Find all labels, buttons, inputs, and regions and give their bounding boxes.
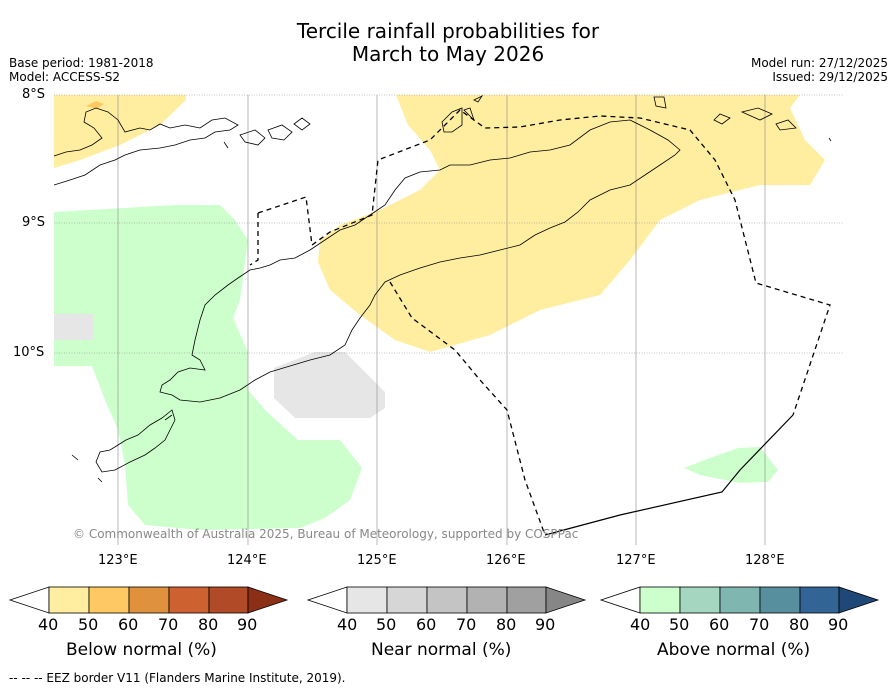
lat-label-8s: 8°S — [22, 87, 46, 102]
coast-timor — [159, 119, 681, 403]
colorbar-near-segment-5 — [506, 586, 547, 614]
near-tick-90: 90 — [535, 615, 556, 634]
coast-flores-alor — [53, 107, 239, 186]
lon-label-126e: 126°E — [486, 553, 526, 568]
copyright-notice: © Commonwealth of Australia 2025, Bureau… — [73, 527, 579, 541]
coast-wetar — [441, 94, 832, 142]
near-tick-70: 70 — [456, 615, 477, 634]
near-normal-caption: Near normal (%) — [371, 640, 512, 660]
below-tick-70: 70 — [158, 615, 179, 634]
above-tick-70: 70 — [749, 615, 770, 634]
near-tick-80: 80 — [496, 615, 517, 634]
colorbar-below-segment-4 — [168, 586, 210, 614]
lon-label-127e: 127°E — [616, 553, 656, 568]
colorbar-below-segment-1 — [48, 586, 90, 614]
graticule — [54, 94, 843, 545]
near-normal-region-central — [274, 352, 385, 418]
coast-rote-savu — [71, 409, 176, 483]
above-tick-40: 40 — [630, 615, 651, 634]
colorbar-near-extension-low — [306, 586, 348, 614]
title-line-2: March to May 2026 — [351, 42, 545, 66]
colorbar-near-segment-4 — [466, 586, 508, 614]
near-normal-region-west — [54, 314, 93, 340]
colorbar-above-extension-low — [599, 586, 641, 614]
colorbar-below-extension-low — [8, 586, 50, 614]
colorbar-below-extension-high — [247, 586, 289, 614]
below-tick-80: 80 — [198, 615, 219, 634]
near-tick-40: 40 — [337, 615, 358, 634]
below-tick-90: 90 — [237, 615, 258, 634]
colorbar-above-segment-4 — [759, 586, 801, 614]
lon-label-128e: 128°E — [745, 553, 785, 568]
colorbar-below-segment-3 — [128, 586, 170, 614]
eez-border-south — [389, 281, 546, 536]
near-tick-60: 60 — [416, 615, 437, 634]
lon-label-124e: 124°E — [227, 553, 267, 568]
lon-label-123e: 123°E — [98, 553, 138, 568]
above-normal-region-east — [684, 447, 778, 483]
model-label: Model: ACCESS-S2 — [9, 70, 121, 84]
eez-border — [249, 109, 831, 536]
coastlines — [53, 94, 832, 483]
near-normal-shading — [54, 314, 385, 418]
base-period-label: Base period: 1981-2018 — [9, 56, 154, 70]
above-normal-region-west — [54, 205, 362, 530]
map-title: Tercile rainfall probabilities for March… — [0, 20, 896, 66]
colorbar-near-extension-high — [545, 586, 587, 614]
below-tick-60: 60 — [118, 615, 139, 634]
above-tick-60: 60 — [709, 615, 730, 634]
colorbar-below-segment-5 — [208, 586, 249, 614]
colorbar-below-normal — [8, 586, 289, 614]
near-tick-50: 50 — [376, 615, 397, 634]
colorbar-above-segment-1 — [639, 586, 681, 614]
above-tick-80: 80 — [789, 615, 810, 634]
below-normal-region-northwest — [54, 95, 186, 168]
lon-label-125e: 125°E — [357, 553, 397, 568]
issued-label: Issued: 29/12/2025 — [772, 70, 888, 84]
above-tick-90: 90 — [828, 615, 849, 634]
below-tick-50: 50 — [78, 615, 99, 634]
colorbar-above-segment-5 — [799, 586, 840, 614]
below-normal-caption: Below normal (%) — [66, 640, 217, 660]
below-normal-shading — [54, 95, 825, 352]
colorbar-near-normal — [306, 586, 587, 614]
border-solid-segment — [544, 414, 794, 536]
colorbar-below-segment-2 — [88, 586, 130, 614]
title-line-1: Tercile rainfall probabilities for — [296, 19, 600, 43]
colorbar-above-normal — [599, 586, 880, 614]
colorbar-near-segment-1 — [346, 586, 388, 614]
below-normal-hotspot — [86, 101, 104, 109]
colorbar-above-segment-3 — [719, 586, 761, 614]
above-normal-caption: Above normal (%) — [657, 640, 811, 660]
eez-border-west — [249, 213, 259, 266]
eez-border-north — [257, 109, 831, 416]
below-normal-region-main — [318, 95, 825, 352]
colorbar-above-extension-high — [838, 586, 880, 614]
colorbar-near-segment-3 — [426, 586, 468, 614]
above-tick-50: 50 — [669, 615, 690, 634]
lat-label-9s: 9°S — [22, 215, 46, 230]
colorbar-near-segment-2 — [386, 586, 428, 614]
eez-footer-note: -- -- -- EEZ border V11 (Flanders Marine… — [9, 671, 346, 685]
coast-islands-small — [223, 117, 311, 149]
below-tick-40: 40 — [38, 615, 59, 634]
model-run-label: Model run: 27/12/2025 — [750, 56, 888, 70]
above-normal-shading — [54, 205, 778, 530]
colorbar-above-segment-2 — [679, 586, 721, 614]
lat-label-10s: 10°S — [13, 345, 45, 360]
